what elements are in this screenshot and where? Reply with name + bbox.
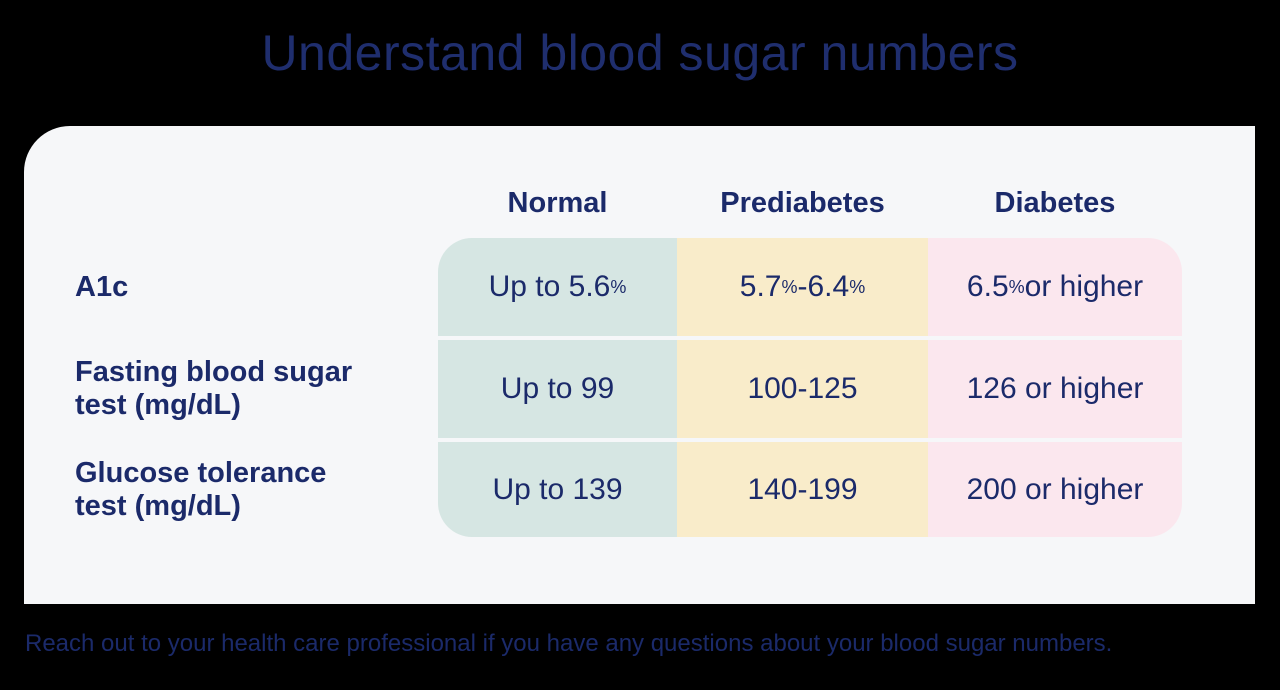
cell-glucose-normal: Up to 139: [438, 442, 677, 537]
cell-fasting-prediabetes: 100-125: [677, 340, 928, 438]
cell-fasting-normal: Up to 99: [438, 340, 677, 438]
footer-note: Reach out to your health care profession…: [25, 630, 1113, 657]
info-card: Normal Prediabetes Diabetes A1c Up to 5.…: [24, 126, 1255, 604]
cell-glucose-prediabetes: 140-199: [677, 442, 928, 537]
cell-a1c-normal: Up to 5.6%: [438, 238, 677, 336]
cell-a1c-prediabetes: 5.7% -6.4%: [677, 238, 928, 336]
cell-fasting-diabetes: 126 or higher: [928, 340, 1182, 438]
row-label-fasting-blood-sugar: Fasting blood sugar test (mg/dL): [75, 356, 353, 421]
header-spacer: [24, 126, 438, 234]
column-header-diabetes: Diabetes: [994, 187, 1116, 219]
cell-a1c-diabetes: 6.5% or higher: [928, 238, 1182, 336]
column-header-normal: Normal: [507, 187, 608, 219]
page-title: Understand blood sugar numbers: [261, 25, 1019, 81]
column-header-prediabetes: Prediabetes: [720, 187, 885, 219]
row-label-a1c: A1c: [75, 270, 129, 303]
row-label-glucose-tolerance: Glucose tolerance test (mg/dL): [75, 456, 327, 522]
comparison-table: Normal Prediabetes Diabetes A1c Up to 5.…: [24, 126, 1182, 537]
cell-glucose-diabetes: 200 or higher: [928, 442, 1182, 537]
